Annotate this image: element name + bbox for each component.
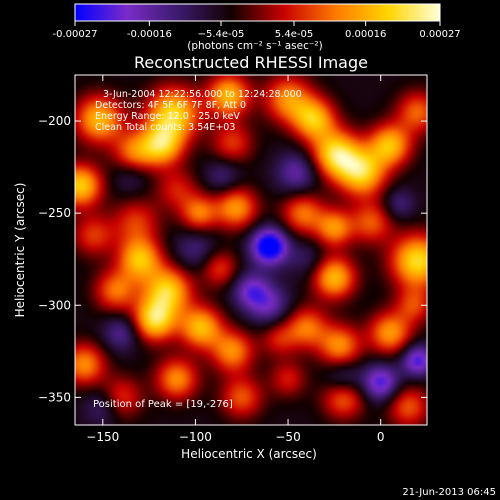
colorbar-tick-label: -0.00016 — [127, 29, 172, 40]
annotations: 3-Jun-2004 12:22:56.000 to 12:24:28.000D… — [95, 89, 302, 133]
annotation-line: Detectors: 4F 5F 6F 7F 8F, Att 0 — [95, 100, 246, 111]
colorbar-tick-label: -0.00027 — [53, 29, 98, 40]
peak-position-label: Position of Peak = [19,-276] — [93, 399, 233, 410]
x-axis-label: Heliocentric X (arcsec) — [181, 447, 317, 461]
heatmap-image — [75, 75, 427, 425]
colorbar-ticks: -0.00027 -0.00016 −5.4e-05 5.4e-05 0.00016 0.… — [53, 21, 461, 40]
y-axis-label: Heliocentric Y (arcsec) — [13, 183, 27, 318]
y-tick-label: −350 — [38, 390, 71, 404]
plot-frame — [74, 74, 428, 426]
axis-ticks: −150 −100 −50 0 −200 −250 −300 −350 — [38, 75, 427, 444]
x-tick-label: −100 — [179, 430, 212, 444]
annotation-line: Clean Total counts: 3.54E+03 — [95, 122, 235, 133]
colorbar-strip — [74, 3, 441, 22]
colorbar-tick-label: 0.00016 — [345, 29, 386, 40]
colorbar-tick-label: 5.4e-05 — [275, 29, 313, 40]
colorbar: -0.00027 -0.00016 −5.4e-05 5.4e-05 0.00016 0.… — [53, 3, 461, 52]
colorbar-tick-label: 0.00027 — [419, 29, 460, 40]
plot-area: −150 −100 −50 0 −200 −250 −300 −350 3-Jun-2004 … — [38, 74, 428, 444]
annotation-line: 3-Jun-2004 12:22:56.000 to 12:24:28.000 — [103, 89, 302, 100]
colorbar-tick-label: −5.4e-05 — [198, 29, 245, 40]
footer-date: 21-Jun-2013 06:45 — [402, 487, 496, 498]
x-tick-label: −150 — [86, 430, 119, 444]
y-tick-label: −300 — [38, 298, 71, 312]
x-tick-label: −50 — [275, 430, 300, 444]
y-tick-label: −250 — [38, 206, 71, 220]
annotation-line: Energy Range: 12.0 - 25.0 keV — [95, 111, 240, 122]
chart-title: Reconstructed RHESSI Image — [134, 53, 368, 72]
x-tick-label: 0 — [377, 430, 385, 444]
colorbar-unit-label: (photons cm⁻² s⁻¹ asec⁻²) — [187, 40, 322, 52]
y-tick-label: −200 — [38, 114, 71, 128]
